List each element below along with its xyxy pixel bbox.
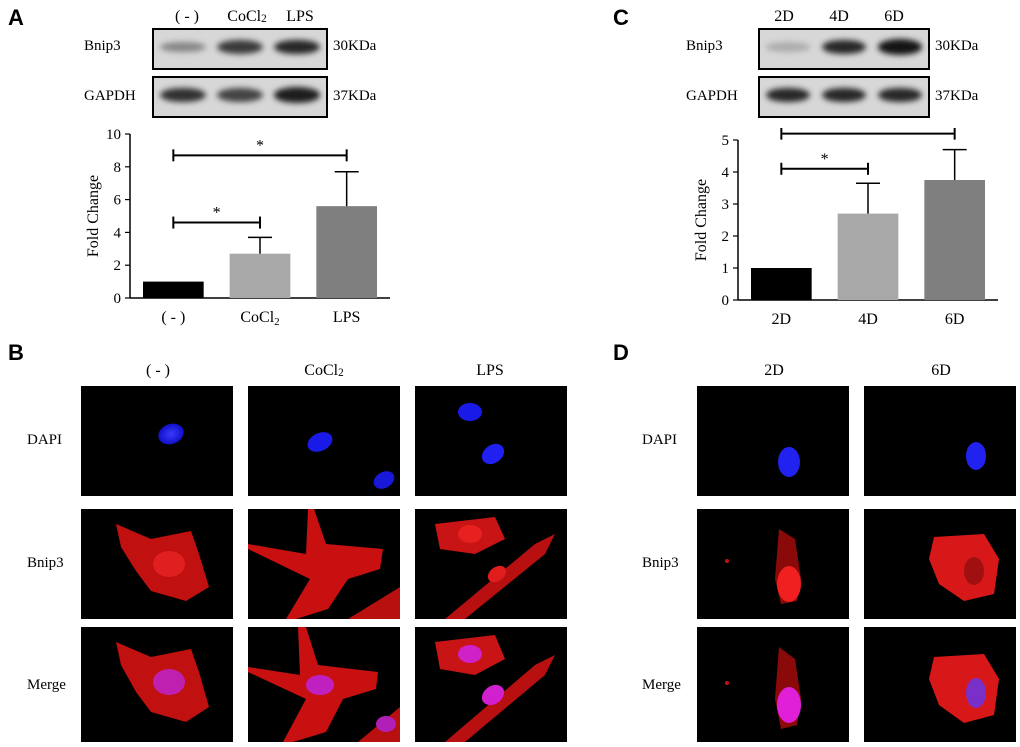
micrograph-d-merge-6d (864, 627, 1016, 742)
micrograph-d-dapi-6d (864, 386, 1016, 496)
y-tick-label: 3 (722, 197, 730, 213)
micrograph-b-merge-lps (415, 627, 567, 742)
lane-label-c-2: 4D (829, 8, 849, 25)
significance-label: * (213, 205, 221, 222)
blot-band (274, 87, 321, 103)
row-label-b-bnip3: Bnip3 (27, 555, 64, 571)
micrograph-b-dapi-lps (415, 386, 567, 496)
x-tick-label: CoCl2 (240, 309, 279, 328)
column-label-b-3: LPS (476, 362, 504, 379)
blot-band (877, 87, 923, 103)
y-tick-label: 2 (114, 258, 122, 274)
y-axis-label: Fold Change (693, 179, 710, 261)
panel-letter-c: C (613, 5, 629, 30)
micrograph-b-merge-control (81, 627, 233, 742)
micrograph-b-dapi-control (81, 386, 233, 496)
blot-label-a-bnip3: Bnip3 (84, 38, 121, 54)
row-label-d-dapi: DAPI (642, 432, 678, 448)
significance-label: * (821, 151, 829, 168)
blot-label-c-bnip3: Bnip3 (686, 38, 723, 54)
micrograph-b-bnip3-lps (415, 509, 567, 619)
blot-band (821, 39, 867, 55)
western-blot-a-bnip3 (152, 28, 328, 70)
micrograph-b-merge-cocl2 (248, 627, 400, 742)
blot-band (217, 88, 263, 102)
western-blot-a-gapdh (152, 76, 328, 118)
bar-chart-a: 0 2 4 6 8 10 Fold Change ( - ) CoCl2 LPS * * (70, 122, 400, 334)
western-blot-c-bnip3 (758, 28, 930, 70)
significance-label: * (256, 137, 264, 154)
kda-label-c-gapdh: 37KDa (935, 88, 979, 104)
micrograph-d-bnip3-2d (697, 509, 849, 619)
lane-label-a-1: ( - ) (175, 8, 199, 25)
kda-label-c-bnip3: 30KDa (935, 38, 979, 54)
blot-band (765, 42, 811, 52)
panel-letter-b: B (8, 340, 24, 365)
y-tick-label: 6 (114, 193, 122, 209)
blot-band (821, 87, 867, 103)
micrograph-b-dapi-cocl2 (248, 386, 400, 496)
x-tick-label: 2D (772, 311, 792, 328)
micrograph-b-bnip3-cocl2 (248, 509, 400, 619)
x-tick-label: LPS (333, 309, 361, 326)
micrograph-d-merge-2d (697, 627, 849, 742)
y-axis-label: Fold Change (85, 175, 102, 257)
blot-band (217, 40, 263, 54)
y-tick-label: 0 (722, 293, 730, 309)
bar (143, 281, 204, 298)
significance-label: ** (860, 128, 876, 133)
bar (924, 180, 985, 300)
y-tick-label: 4 (114, 225, 122, 241)
blot-band (159, 41, 206, 53)
lane-label-c-1: 2D (774, 8, 794, 25)
lane-label-c-3: 6D (884, 8, 904, 25)
blot-label-a-gapdh: GAPDH (84, 88, 136, 104)
micrograph-d-dapi-2d (697, 386, 849, 496)
kda-label-a-gapdh: 37KDa (333, 88, 377, 104)
blot-label-c-gapdh: GAPDH (686, 88, 738, 104)
y-tick-label: 10 (106, 127, 121, 143)
panel-letter-d: D (613, 340, 629, 365)
micrograph-b-bnip3-control (81, 509, 233, 619)
bar (837, 213, 899, 300)
blot-band (877, 39, 923, 55)
y-tick-label: 8 (114, 160, 122, 176)
column-label-b-2: CoCl2 (304, 362, 344, 380)
bar (751, 268, 812, 300)
micrograph-d-bnip3-6d (864, 509, 1016, 619)
x-tick-label: 6D (945, 311, 965, 328)
blot-band (274, 39, 321, 55)
panel-letter-a: A (8, 5, 24, 30)
kda-label-a-bnip3: 30KDa (333, 38, 377, 54)
blot-band (765, 87, 811, 103)
x-tick-label: ( - ) (161, 309, 185, 326)
y-tick-label: 5 (722, 133, 730, 149)
lane-label-a-3: LPS (286, 8, 314, 25)
x-tick-label: 4D (858, 311, 878, 328)
bar (229, 253, 291, 298)
y-tick-label: 2 (722, 229, 730, 245)
column-label-d-1: 2D (764, 362, 784, 379)
row-label-d-merge: Merge (642, 677, 681, 693)
bar (316, 206, 377, 298)
row-label-d-bnip3: Bnip3 (642, 555, 679, 571)
chart-svg: 0 2 4 6 8 10 Fold Change ( - ) CoCl2 LPS * * (85, 127, 390, 328)
blot-band (159, 87, 206, 103)
y-tick-label: 4 (722, 165, 730, 181)
y-tick-label: 1 (722, 261, 730, 277)
row-label-b-dapi: DAPI (27, 432, 63, 448)
column-label-b-1: ( - ) (146, 362, 170, 379)
lane-label-a-2: CoCl2 (227, 8, 267, 26)
row-label-b-merge: Merge (27, 677, 66, 693)
column-label-d-2: 6D (931, 362, 951, 379)
western-blot-c-gapdh (758, 76, 930, 118)
y-tick-label: 0 (114, 291, 122, 307)
